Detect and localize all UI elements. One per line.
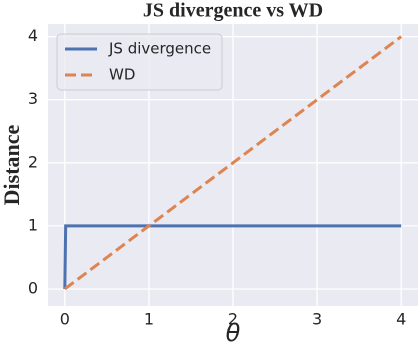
- x-axis-label: θ: [226, 319, 241, 347]
- x-tick-label: 0: [60, 310, 70, 329]
- legend-label: JS divergence: [108, 40, 211, 58]
- x-tick-label: 1: [144, 310, 154, 329]
- series-line: [63, 224, 402, 289]
- y-tick-label: 3: [28, 89, 38, 108]
- y-tick-label: 4: [28, 26, 38, 45]
- x-tick-label: 2: [228, 310, 238, 329]
- legend-label: WD: [109, 66, 135, 84]
- series-line: [63, 35, 403, 291]
- chart-title: JS divergence vs WD: [143, 0, 323, 22]
- legend-box: [56, 33, 223, 91]
- x-tick-label: 3: [312, 310, 322, 329]
- y-tick-label: 0: [28, 278, 38, 297]
- x-tick-label: 4: [396, 310, 406, 329]
- y-tick-label: 2: [28, 152, 38, 171]
- legend: JS divergence WD: [56, 33, 223, 91]
- y-tick-label: 1: [28, 215, 38, 234]
- y-axis-label: Distance: [0, 124, 24, 205]
